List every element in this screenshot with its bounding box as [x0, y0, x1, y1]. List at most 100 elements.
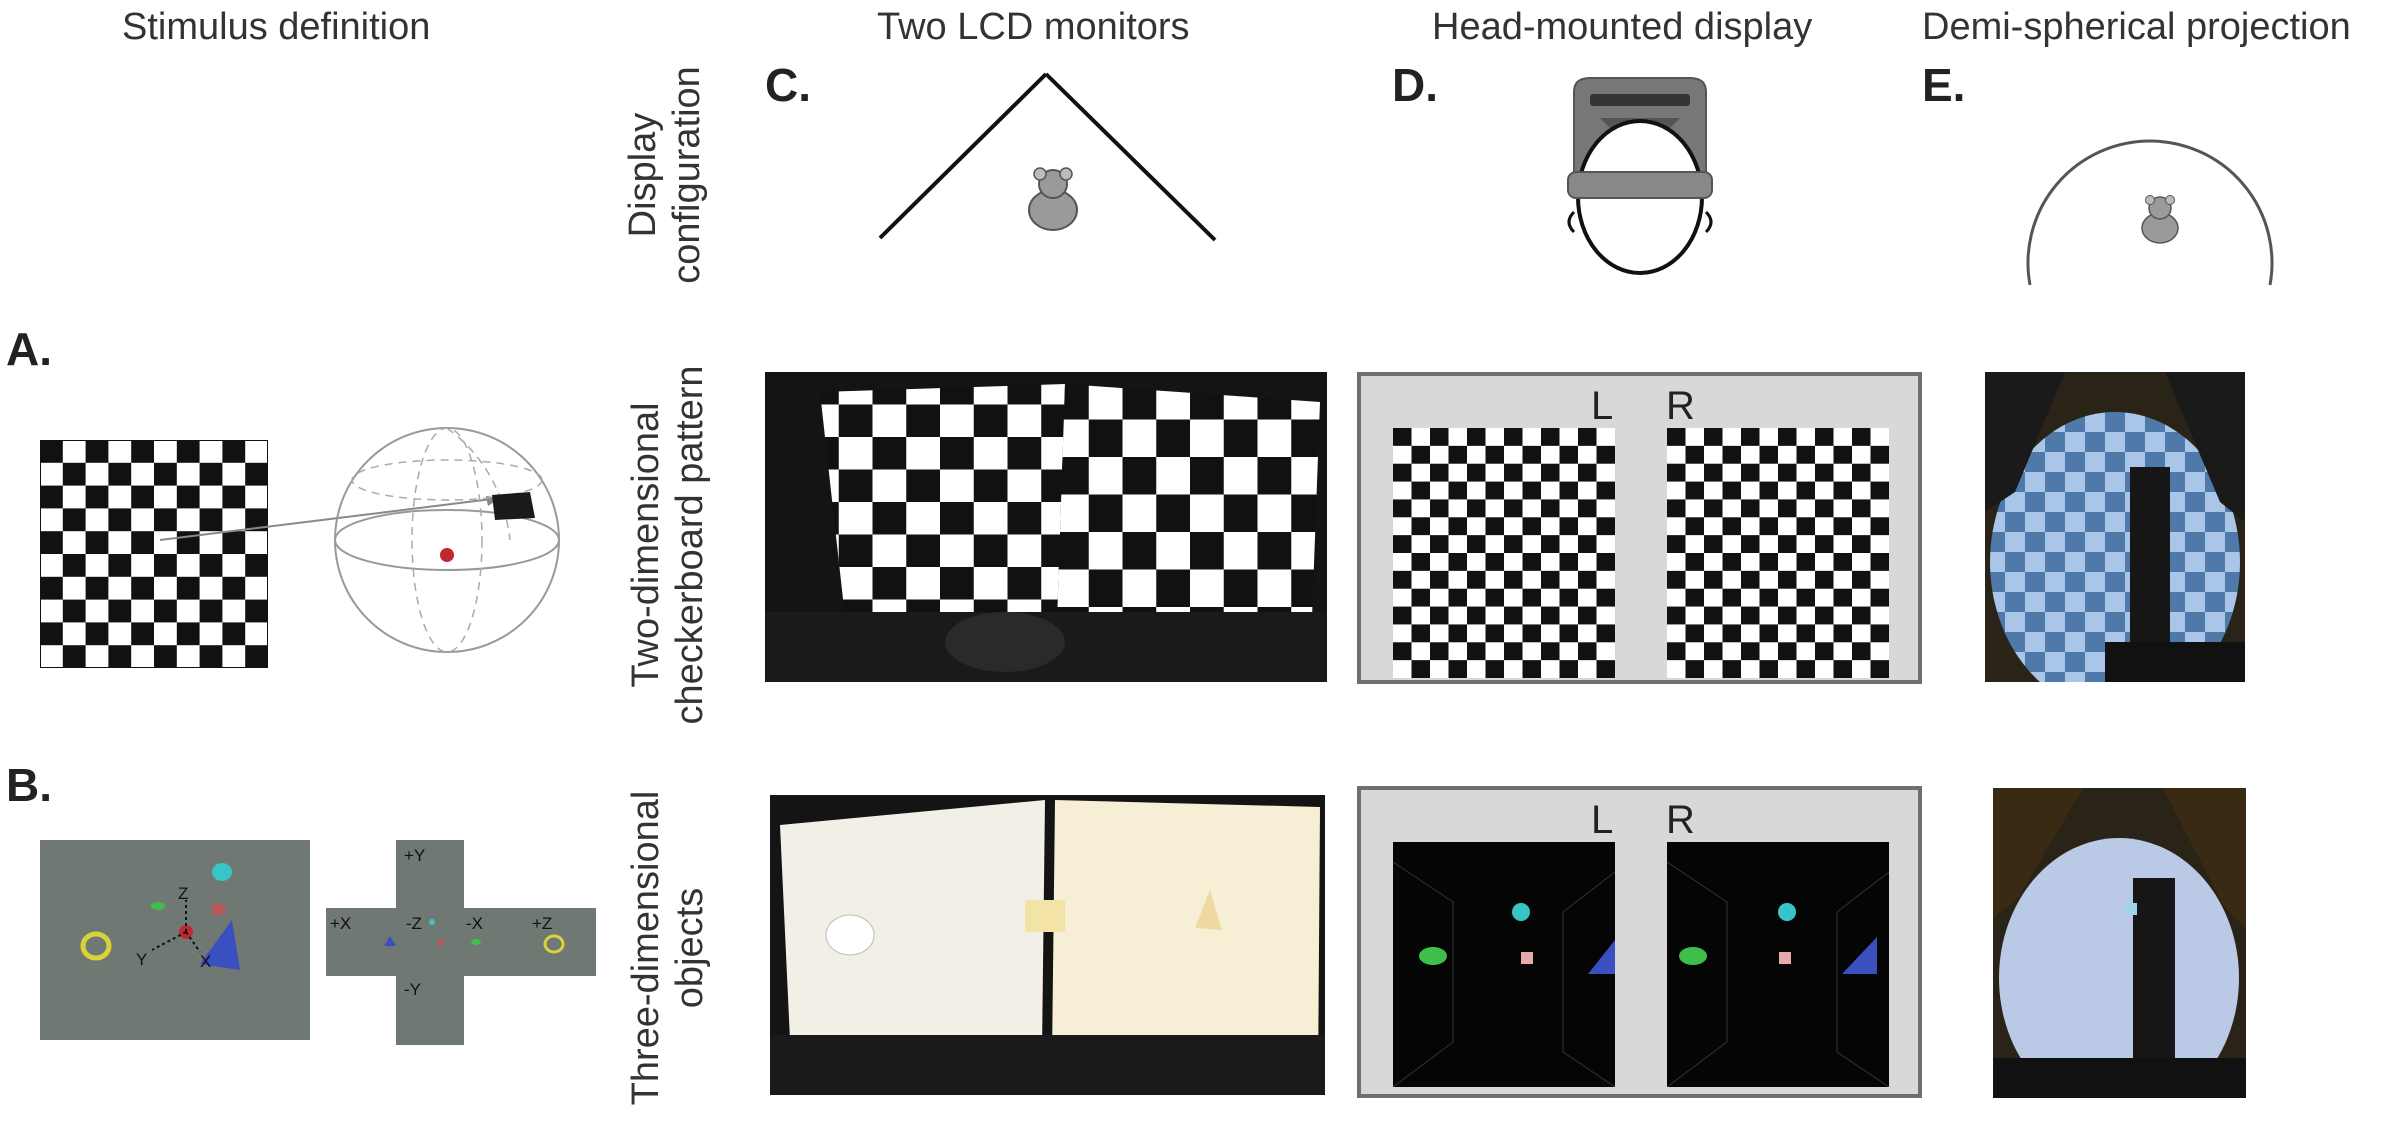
checker-square: [2045, 592, 2065, 612]
checker-square: [838, 502, 873, 535]
checker-square: [872, 384, 907, 405]
checker-square: [1852, 481, 1871, 500]
checker-square: [199, 440, 223, 464]
checker-square: [1870, 481, 1889, 500]
checker-square: [2065, 612, 2085, 632]
checker-square: [1759, 642, 1779, 661]
checker-square: [1796, 588, 1816, 608]
checker-square: [1852, 553, 1871, 572]
checker-square: [2025, 652, 2045, 672]
checker-square: [245, 440, 268, 464]
checker-square: [1852, 570, 1871, 590]
checker-square: [2065, 452, 2085, 472]
checker-square: [2065, 632, 2085, 652]
checker-square: [222, 622, 246, 646]
checker-square: [1467, 642, 1486, 661]
checker-square: [1833, 624, 1853, 643]
checker-square: [1990, 652, 2005, 672]
checker-square: [1778, 660, 1797, 678]
checker-square: [1122, 569, 1157, 608]
checker-square: [940, 469, 975, 503]
checker-square: [838, 404, 873, 438]
checker-square: [1596, 463, 1615, 483]
checker-square: [1041, 384, 1065, 405]
face-label-pos-x: +X: [330, 914, 352, 933]
checker-square: [1704, 570, 1723, 590]
checker-square: [1704, 481, 1723, 500]
checker-square: [1596, 445, 1615, 465]
checker-square: [1291, 384, 1320, 420]
checker-square: [1411, 624, 1431, 643]
checker-square: [1448, 660, 1468, 678]
checker-square: [1057, 532, 1090, 570]
checker-square: [1559, 553, 1579, 572]
checker-square: [1870, 553, 1889, 572]
checker-square: [1870, 606, 1889, 625]
checker-square: [1759, 660, 1779, 678]
checker-square: [1704, 588, 1723, 608]
checker-square: [1870, 570, 1889, 590]
checker-square: [199, 531, 223, 555]
checker-square: [2185, 572, 2205, 592]
checker-square: [40, 462, 64, 487]
ring-object: [80, 931, 112, 961]
checker-square: [131, 622, 155, 646]
checker-square: [85, 576, 109, 601]
checker-square: [973, 469, 1008, 503]
checker-square: [1393, 660, 1412, 678]
checker-square: [1685, 624, 1705, 643]
checker-square: [222, 462, 246, 487]
checker-square: [2025, 532, 2045, 552]
checker-square: [1833, 606, 1853, 625]
panel-letter-e: E.: [1922, 59, 1966, 111]
checker-square: [1667, 463, 1686, 483]
checker-square: [1741, 553, 1760, 572]
checker-square: [154, 576, 178, 601]
lcd-checkerboard-photo: [765, 372, 1327, 682]
checker-square: [1411, 463, 1431, 483]
checker-square: [2065, 672, 2085, 682]
row-label-display-line1: Display: [622, 112, 664, 238]
hmd-right-eye-checker: [1667, 428, 1889, 678]
axis-label-z: Z: [178, 884, 189, 903]
checker-square: [1559, 588, 1579, 608]
hmd-left-eye-objects: [1393, 842, 1615, 1087]
checker-square: [1870, 588, 1889, 608]
checker-square: [1722, 588, 1742, 608]
checker-square: [2105, 532, 2125, 552]
checker-square: [1667, 606, 1686, 625]
checker-square: [973, 567, 1008, 600]
checker-square: [1522, 445, 1542, 465]
checker-square: [222, 599, 246, 623]
checker-square: [1504, 624, 1523, 643]
checker-square: [1291, 419, 1320, 458]
checker-square: [1741, 642, 1760, 661]
column-title-hmd: Head-mounted display: [1432, 6, 1813, 48]
checker-square: [2085, 512, 2105, 532]
checker-square: [1704, 606, 1723, 625]
checker-square: [1833, 660, 1853, 678]
checker-square: [1667, 642, 1686, 661]
checker-square: [1833, 517, 1853, 536]
checker-square: [40, 440, 64, 464]
checker-square: [1156, 494, 1191, 533]
checker-square: [62, 599, 87, 623]
checker-square: [1852, 606, 1871, 625]
checker-square: [1870, 463, 1889, 483]
checker-square: [2225, 572, 2240, 592]
checker-square: [1796, 660, 1816, 678]
checker-square: [2105, 512, 2125, 532]
column-title-stimulus: Stimulus definition: [122, 6, 431, 48]
checker-square: [973, 437, 1008, 470]
checker-square: [1741, 535, 1760, 554]
checker-square: [1796, 517, 1816, 536]
checker-square: [2065, 532, 2085, 552]
checker-square: [245, 599, 268, 623]
checker-square: [1759, 553, 1779, 572]
checker-square: [1870, 517, 1889, 536]
dome-checkerboard-photo: [1985, 372, 2245, 682]
checker-square: [1722, 445, 1742, 465]
checker-square: [1815, 517, 1834, 536]
checker-square: [2045, 572, 2065, 592]
checker-square: [1596, 553, 1615, 572]
